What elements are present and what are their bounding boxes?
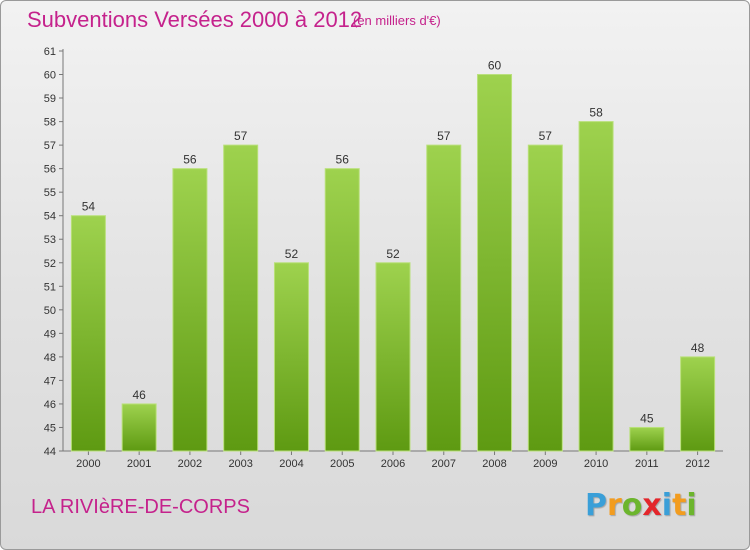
data-label-2001: 46	[132, 388, 146, 402]
y-tick-label: 47	[44, 375, 56, 387]
data-label-2005: 56	[336, 153, 350, 167]
x-tick-label-2005: 2005	[330, 458, 354, 470]
y-tick-label: 45	[44, 422, 56, 434]
chart-subtitle: (en milliers d'€)	[353, 13, 441, 28]
x-tick-label-2002: 2002	[178, 458, 202, 470]
data-label-2010: 58	[589, 106, 603, 120]
y-tick-label: 56	[44, 164, 56, 176]
x-tick-label-2004: 2004	[279, 458, 303, 470]
data-label-2002: 56	[183, 153, 197, 167]
data-label-2008: 60	[488, 59, 502, 73]
bar-2011	[629, 426, 665, 452]
chart-title: Subventions Versées 2000 à 2012	[27, 7, 363, 32]
bar-2005	[324, 168, 360, 452]
logo-letter: i	[686, 488, 697, 523]
x-tick-label-2000: 2000	[76, 458, 100, 470]
bar-2004	[273, 262, 309, 452]
data-label-2004: 52	[285, 247, 299, 261]
data-label-2009: 57	[539, 129, 553, 143]
chart-labels: 54 46 56 57 52 56 52 57 60 57 58 45 48	[82, 59, 705, 426]
y-tick-label: 59	[44, 93, 56, 105]
logo-letter: t	[672, 488, 687, 523]
y-tick-label: 54	[44, 211, 56, 223]
data-label-2006: 52	[386, 247, 400, 261]
data-label-2012: 48	[691, 341, 705, 355]
logo-letter: o	[621, 488, 643, 523]
x-tick-label-2012: 2012	[685, 458, 709, 470]
y-tick-label: 58	[44, 117, 56, 129]
y-tick-label: 60	[44, 70, 56, 82]
x-tick-label-2003: 2003	[228, 458, 252, 470]
y-tick-label: 55	[44, 187, 56, 199]
x-tick-label-2010: 2010	[584, 458, 608, 470]
chart-axes: 44 45 46 47 48 49 50 51 52 53 54 55 56 57 58 59 60 61 2000…	[44, 46, 723, 470]
x-tick-label-2007: 2007	[432, 458, 456, 470]
logo-letter: x	[642, 488, 662, 523]
proxiti-logo[interactable]: Proxiti	[585, 488, 697, 523]
chart-bars	[70, 74, 716, 452]
logo-letter: r	[607, 488, 622, 523]
y-tick-label: 57	[44, 140, 56, 152]
bar-2009	[527, 144, 563, 452]
data-label-2007: 57	[437, 129, 451, 143]
bar-2003	[223, 144, 259, 452]
x-tick-label-2001: 2001	[127, 458, 151, 470]
y-tick-label: 50	[44, 305, 56, 317]
bar-2012	[680, 356, 716, 452]
y-tick-label: 49	[44, 328, 56, 340]
y-tick-label: 44	[44, 446, 56, 458]
data-label-2003: 57	[234, 129, 248, 143]
data-label-2011: 45	[640, 411, 654, 425]
x-tick-label-2009: 2009	[533, 458, 557, 470]
x-tick-label-2006: 2006	[381, 458, 405, 470]
bar-2000	[70, 215, 106, 452]
logo-letter: i	[661, 488, 673, 523]
y-tick-label: 48	[44, 352, 56, 364]
data-label-2000: 54	[82, 200, 96, 214]
city-name: LA RIVIèRE-DE-CORPS	[31, 496, 250, 518]
y-tick-label: 52	[44, 258, 56, 270]
logo-letter: P	[585, 488, 607, 523]
bar-2006	[375, 262, 411, 452]
x-tick-label-2011: 2011	[635, 458, 659, 470]
bar-2007	[426, 144, 462, 452]
y-tick-label: 51	[44, 281, 56, 293]
y-tick-label: 46	[44, 399, 56, 411]
bar-2010	[578, 121, 614, 452]
bar-2001	[121, 403, 157, 452]
y-tick-label: 53	[44, 234, 56, 246]
y-tick-label: 61	[44, 46, 56, 58]
bar-2002	[172, 168, 208, 452]
x-tick-label-2008: 2008	[482, 458, 506, 470]
bar-2008	[477, 74, 513, 452]
